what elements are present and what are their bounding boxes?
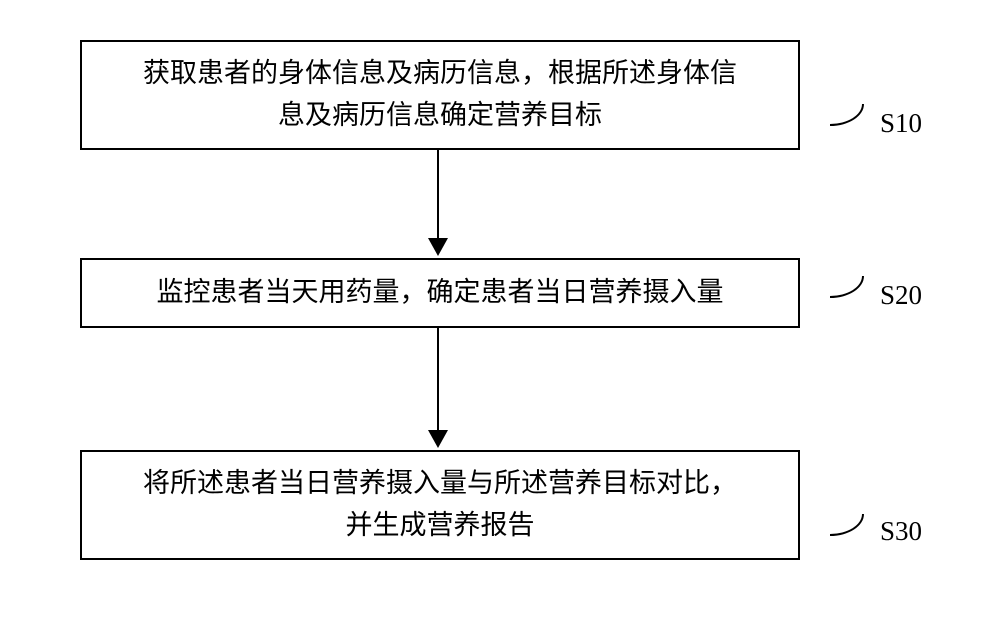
step-s30-label: S30 bbox=[880, 516, 922, 547]
step-s10-label: S10 bbox=[880, 108, 922, 139]
connector-arrowhead bbox=[428, 430, 448, 448]
connector-line bbox=[437, 150, 440, 238]
step-s20-box: 监控患者当天用药量，确定患者当日营养摄入量 bbox=[80, 258, 800, 328]
step-s20-label: S20 bbox=[880, 280, 922, 311]
step-s30-text: 将所述患者当日营养摄入量与所述营养目标对比，并生成营养报告 bbox=[143, 463, 737, 547]
connector-arrowhead bbox=[428, 238, 448, 256]
step-s20-text: 监控患者当天用药量，确定患者当日营养摄入量 bbox=[157, 272, 724, 314]
label-curve-s10 bbox=[830, 104, 864, 126]
connector-s10-s20 bbox=[428, 150, 448, 256]
connector-s20-s30 bbox=[428, 328, 448, 448]
label-curve-s30 bbox=[830, 514, 864, 536]
step-s30-box: 将所述患者当日营养摄入量与所述营养目标对比，并生成营养报告 bbox=[80, 450, 800, 560]
step-s10-box: 获取患者的身体信息及病历信息，根据所述身体信息及病历信息确定营养目标 bbox=[80, 40, 800, 150]
connector-line bbox=[437, 328, 440, 430]
label-curve-s20 bbox=[830, 276, 864, 298]
step-s10-text: 获取患者的身体信息及病历信息，根据所述身体信息及病历信息确定营养目标 bbox=[143, 53, 737, 137]
flowchart-canvas: 获取患者的身体信息及病历信息，根据所述身体信息及病历信息确定营养目标 S10 监… bbox=[0, 0, 1000, 632]
